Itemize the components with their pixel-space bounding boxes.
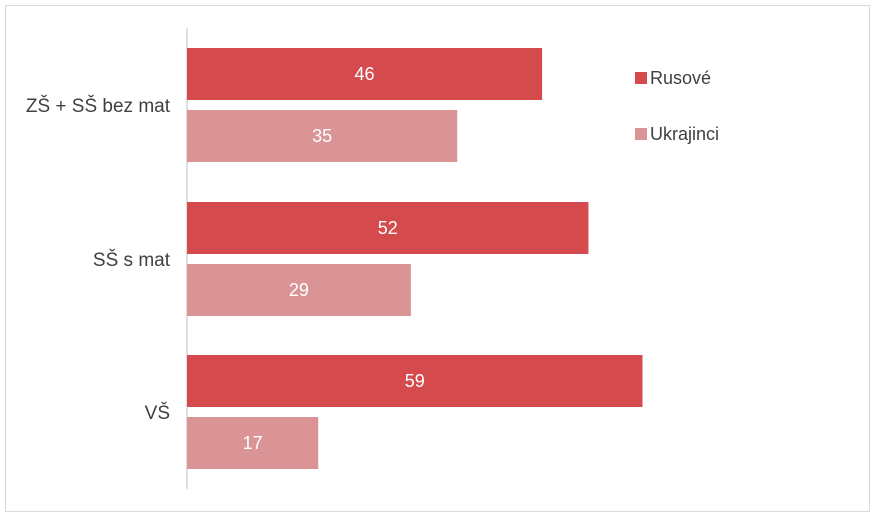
bar-ukrajinci-1 xyxy=(187,110,458,162)
legend-swatch-rusové xyxy=(635,72,647,84)
category-label-2: SŠ s mat xyxy=(93,249,171,271)
data-label-ukrajinci-2: 29 xyxy=(289,280,309,300)
legend-label-ukrajinci: Ukrajinci xyxy=(650,124,719,144)
bar-rusové-2 xyxy=(187,202,589,254)
bar-rusové-3 xyxy=(187,355,643,407)
legend: Rusové Ukrajinci xyxy=(635,68,719,144)
legend-label-rusové: Rusové xyxy=(650,68,711,88)
data-label-rusové-1: 46 xyxy=(355,64,375,84)
legend-swatch-ukrajinci xyxy=(635,128,647,140)
data-label-ukrajinci-3: 17 xyxy=(243,433,263,453)
category-labels: ZŠ + SŠ bez mat SŠ s mat VŠ xyxy=(26,95,171,424)
data-label-ukrajinci-1: 35 xyxy=(312,126,332,146)
category-label-3: VŠ xyxy=(145,402,170,424)
bars-group: 46 35 52 29 59 17 xyxy=(187,48,643,469)
bar-ukrajinci-2 xyxy=(187,264,411,316)
category-label-1: ZŠ + SŠ bez mat xyxy=(26,95,171,117)
bar-ukrajinci-3 xyxy=(187,417,319,469)
bar-rusové-1 xyxy=(187,48,543,100)
data-label-rusové-2: 52 xyxy=(378,218,398,238)
data-label-rusové-3: 59 xyxy=(405,371,425,391)
